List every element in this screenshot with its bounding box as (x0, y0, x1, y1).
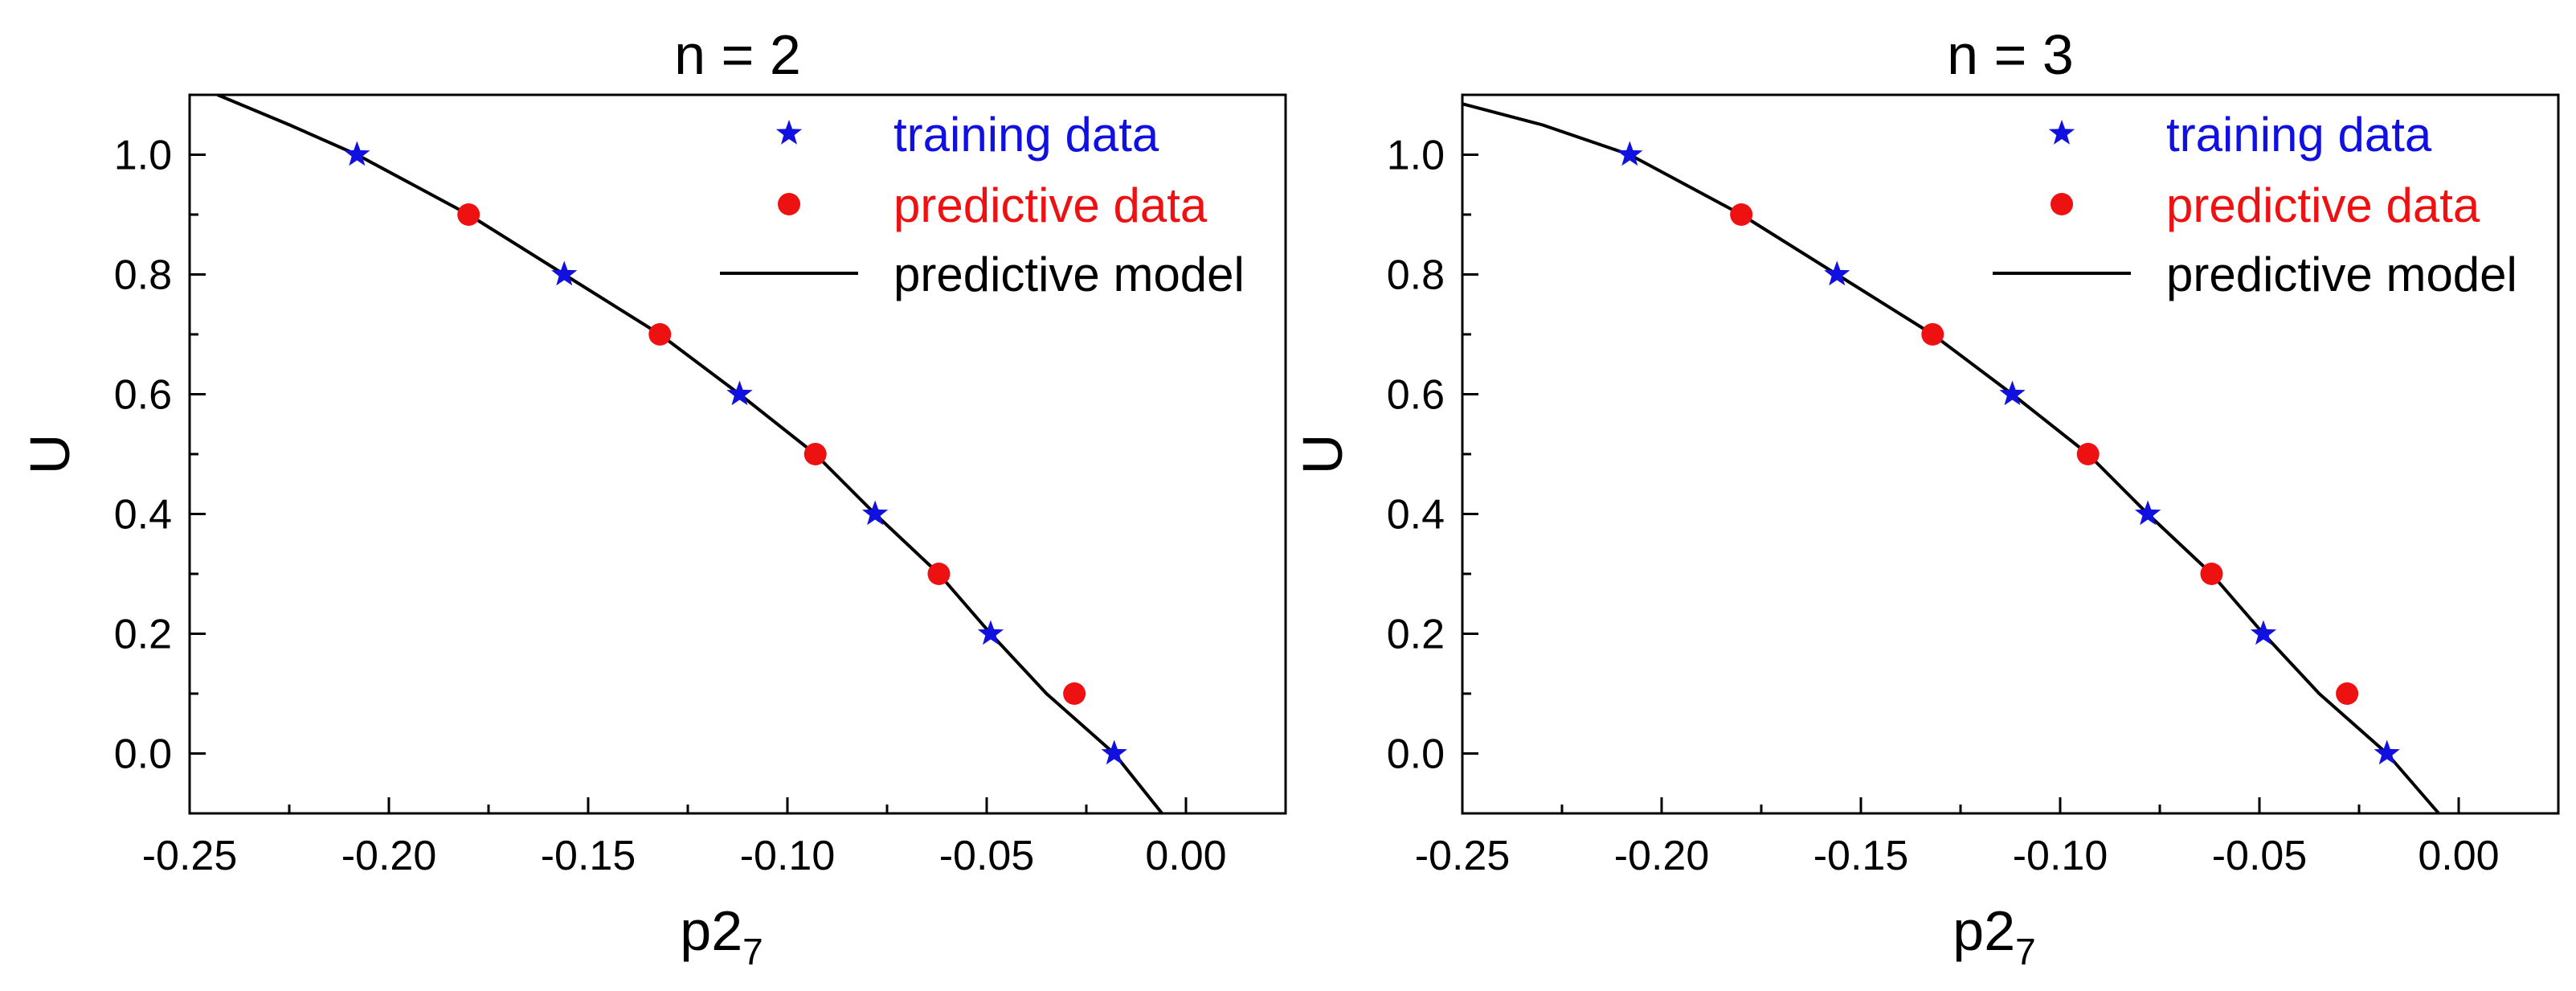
x-tick-label: -0.25 (142, 833, 238, 879)
legend-label: predictive data (2166, 178, 2480, 232)
x-axis-title-text: p2 (1952, 899, 2015, 962)
x-axis-title: p27 (1952, 899, 2035, 973)
legend-label: training data (893, 108, 1159, 162)
legend-label: predictive data (893, 178, 1208, 232)
x-tick-label: -0.10 (2013, 833, 2108, 879)
predictive-model-line (216, 95, 1163, 813)
predictive-data-point (2336, 682, 2359, 705)
x-tick-label: -0.05 (939, 833, 1035, 879)
panel-n2: n = 2 -0.25 -0.20 -0.15 -0.10 -0.05 0.00 0.0 0.2… (18, 23, 1287, 973)
predictive-data-point (1921, 323, 1944, 346)
plot-frame (188, 93, 1287, 815)
x-tick-label: -0.15 (1813, 833, 1909, 879)
predictive-data-point (1730, 203, 1753, 226)
legend-label: predictive model (893, 248, 1245, 301)
y-tick-label: 0.6 (1387, 372, 1445, 419)
predictive-data-point (1063, 682, 1086, 705)
legend-label: predictive model (2166, 248, 2517, 301)
x-tick-label: -0.20 (341, 833, 437, 879)
legend-star-icon (2048, 120, 2075, 145)
training-data-point (2374, 739, 2400, 765)
y-axis-title: U (18, 434, 81, 475)
predictive-data-point (457, 203, 480, 226)
x-tick-label: -0.25 (1415, 833, 1511, 879)
panel-n3: n = 3 -0.25 -0.20 -0.15 -0.10 -0.05 0.00 0.0 0.2… (1291, 23, 2560, 973)
y-tick-label: 0.0 (1387, 731, 1445, 778)
training-data-point (1617, 141, 1643, 166)
training-data-point (551, 260, 578, 286)
legend: training data predictive data predictive m… (720, 108, 1245, 301)
x-axis-title: p27 (680, 899, 763, 973)
training-data-point (861, 500, 889, 526)
y-tick-label: 0.2 (1387, 612, 1445, 658)
training-data-point (2134, 500, 2161, 526)
legend-circle-icon (778, 193, 800, 215)
training-data-point (1999, 380, 2026, 406)
x-axis-title-subscript: 7 (742, 931, 763, 973)
y-tick-label: 1.0 (114, 133, 172, 179)
legend-label: training data (2166, 108, 2432, 162)
x-axis-title-text: p2 (680, 899, 742, 962)
legend: training data predictive data predictive m… (1993, 108, 2517, 301)
x-tick-label: -0.15 (541, 833, 636, 879)
x-tick-label: -0.05 (2212, 833, 2308, 879)
predictive-data-point (803, 443, 827, 465)
chart-title: n = 2 (674, 23, 801, 86)
plot-area (1462, 102, 2440, 813)
legend-circle-icon (2051, 193, 2073, 215)
y-tick-label: 1.0 (1387, 133, 1445, 179)
legend-star-icon (775, 120, 803, 145)
x-tick-label: -0.10 (740, 833, 836, 879)
plot-frame (1461, 93, 2560, 815)
training-data-point (1824, 260, 1850, 286)
y-tick-label: 0.2 (114, 612, 172, 658)
y-tick-label: 0.0 (114, 731, 172, 778)
y-axis-title: U (1291, 434, 1354, 475)
y-tick-label: 0.6 (114, 372, 172, 419)
predictive-data-point (927, 563, 951, 585)
predictive-data-point (2076, 443, 2100, 465)
y-tick-label: 0.4 (1387, 492, 1445, 538)
training-data-point (726, 380, 753, 406)
training-data-point (977, 620, 1004, 645)
x-axis-title-subscript: 7 (2015, 931, 2036, 973)
x-tick-label: -0.20 (1614, 833, 1710, 879)
y-tick-label: 0.4 (114, 492, 172, 538)
plot-area (216, 95, 1163, 813)
predictive-data-point (648, 323, 672, 346)
training-data-point (344, 141, 370, 166)
y-tick-label: 0.8 (114, 252, 172, 299)
chart-title: n = 3 (1947, 23, 2074, 86)
predictive-model-line (1462, 102, 2440, 813)
predictive-data-point (2200, 563, 2223, 585)
y-tick-label: 0.8 (1387, 252, 1445, 299)
x-tick-label: 0.00 (2418, 833, 2499, 879)
training-data-point (2250, 620, 2277, 645)
x-tick-label: 0.00 (1145, 833, 1226, 879)
training-data-point (1101, 739, 1127, 765)
